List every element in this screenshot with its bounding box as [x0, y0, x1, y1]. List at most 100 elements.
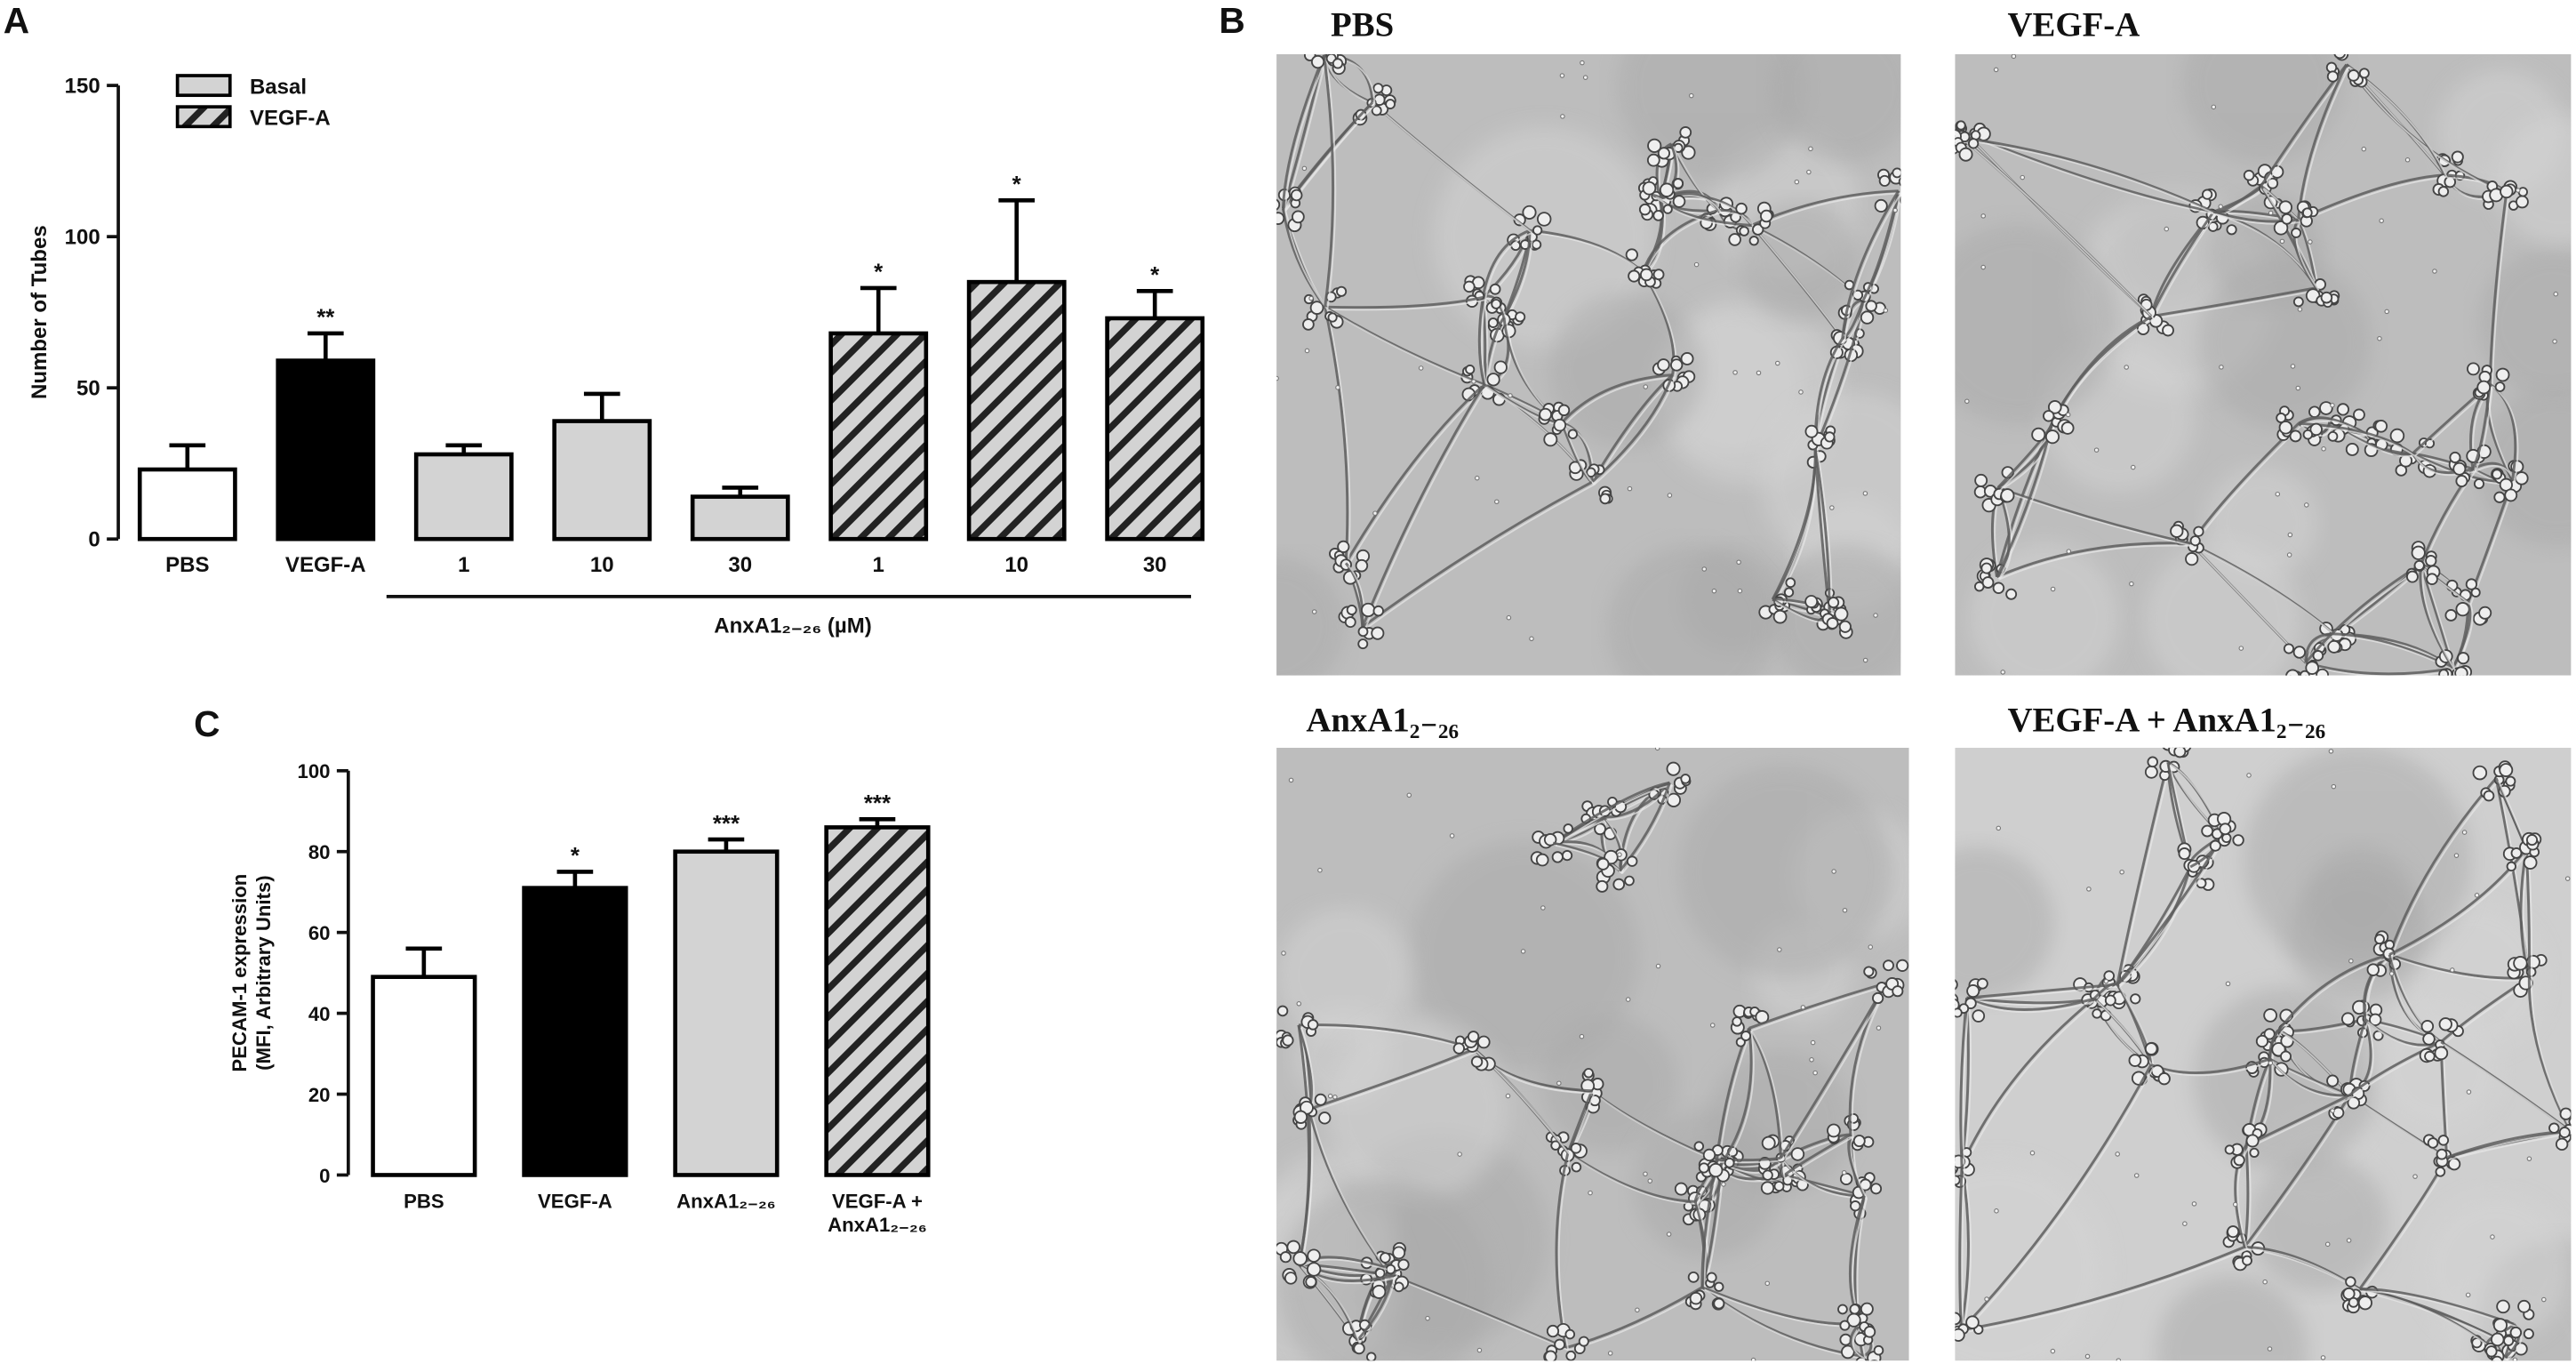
cell — [2510, 846, 2523, 859]
cell — [1292, 1251, 1308, 1266]
cell — [2517, 1299, 2531, 1313]
cell — [2227, 1225, 2240, 1239]
cell — [2312, 650, 2324, 662]
error-bar — [860, 285, 897, 333]
debris — [2286, 552, 2292, 558]
cell — [2226, 224, 2237, 236]
cell-strand — [1960, 1063, 2153, 1331]
cell — [1371, 626, 1385, 640]
cell — [2319, 401, 2333, 415]
significance-label: * — [1150, 263, 1160, 288]
cell — [2289, 429, 2302, 443]
cell-strand — [1966, 983, 2118, 999]
debris — [1964, 398, 1970, 405]
cell — [2320, 291, 2333, 304]
debris — [1457, 1151, 1462, 1157]
error-bar — [708, 837, 745, 852]
cell — [1839, 1172, 1853, 1186]
cell — [2454, 666, 2468, 676]
cell-strand — [1748, 1027, 1782, 1159]
cell — [1944, 120, 1954, 130]
cell — [1708, 1162, 1724, 1178]
cell — [2455, 475, 2468, 487]
debris — [1529, 636, 1534, 642]
cell — [1939, 1315, 1950, 1327]
cell — [2255, 1034, 2269, 1048]
cell-strand — [1566, 1090, 1594, 1153]
debris — [2331, 783, 2337, 790]
cell — [1955, 1167, 1956, 1175]
cell-strand — [1555, 1152, 1570, 1349]
cell — [2302, 429, 2314, 440]
cell — [1702, 1148, 1716, 1162]
debris — [1625, 997, 1631, 1002]
cell — [1467, 1031, 1480, 1043]
cell — [1967, 138, 1980, 149]
cell-strand-hl — [2348, 66, 2509, 197]
cell — [1679, 125, 1692, 139]
x-tick-label: VEGF-A + AnxA1₂₋₂₆ — [828, 1190, 927, 1236]
cell — [2470, 587, 2481, 598]
cell-strand-hl — [1963, 1167, 1972, 1333]
cell — [1698, 1162, 1709, 1174]
cell — [1965, 1315, 1980, 1330]
cell-strand-hl — [1703, 1161, 1720, 1290]
cell-strand — [2116, 761, 2170, 985]
cell — [2357, 1296, 2372, 1311]
cell — [2505, 775, 2516, 787]
cell — [2444, 609, 2458, 622]
cell-strand — [2304, 563, 2422, 664]
cell — [2189, 535, 2201, 547]
cell-strand — [1780, 1133, 1851, 1159]
blotch — [2198, 256, 2372, 429]
blotch — [2375, 1003, 2503, 1131]
debris — [1736, 559, 1741, 566]
cell — [1374, 1267, 1386, 1279]
cell — [2207, 221, 2219, 232]
debris — [1794, 179, 1800, 185]
error-bar — [859, 817, 896, 828]
cell — [1828, 597, 1840, 609]
cell — [1772, 609, 1788, 624]
cell — [1554, 1338, 1566, 1351]
cell-strand-hl — [2236, 1147, 2250, 1250]
cell — [1681, 145, 1696, 160]
y-tick-label: 80 — [308, 841, 331, 863]
cell — [1489, 283, 1501, 295]
debris — [2379, 218, 2384, 224]
cell-strand — [1783, 1133, 1852, 1176]
debris — [2432, 269, 2437, 274]
cell — [2243, 169, 2255, 181]
cell — [2422, 1032, 2436, 1046]
cell-strand-hl — [1326, 309, 1351, 566]
micrograph — [1944, 53, 2572, 690]
x-tick-label: 30 — [1143, 553, 1167, 577]
micrograph — [1276, 53, 1901, 676]
cell — [1693, 1141, 1705, 1151]
cell-strand-hl — [1300, 1111, 1314, 1268]
debris — [1580, 60, 1585, 66]
debris — [2133, 1173, 2140, 1178]
error-bar — [998, 198, 1036, 283]
cell — [2443, 678, 2455, 690]
cell — [2405, 570, 2419, 583]
cell — [1583, 1068, 1594, 1079]
debris — [1418, 365, 1424, 371]
y-tick-label: 40 — [308, 1003, 331, 1025]
cell-strand-hl — [1998, 544, 2194, 581]
cell — [2516, 195, 2529, 209]
cell-strand — [2359, 1288, 2515, 1326]
cell — [2340, 1012, 2355, 1026]
debris — [1582, 75, 1588, 80]
debris — [1873, 613, 1878, 618]
cell — [2411, 545, 2426, 560]
debris — [2050, 586, 2056, 592]
cell — [1276, 212, 1285, 225]
cell — [2509, 1326, 2523, 1339]
cell — [1642, 181, 1657, 196]
cell-strand — [1361, 383, 1485, 628]
cell-strand-hl — [1284, 57, 1328, 212]
bar — [552, 419, 652, 542]
cell — [2291, 227, 2302, 238]
cell — [2292, 296, 2304, 308]
